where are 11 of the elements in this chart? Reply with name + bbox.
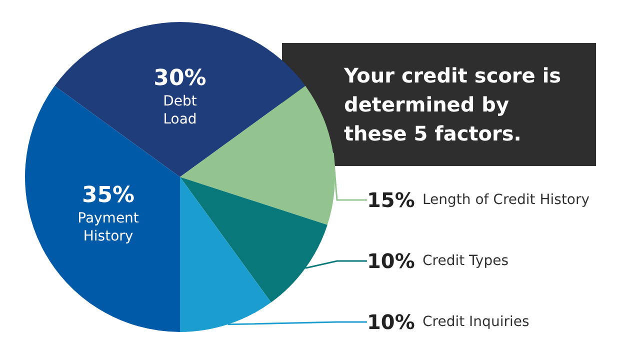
slice-label: Length of Credit History <box>422 192 590 208</box>
slice-label: Debt Load <box>163 94 198 128</box>
slice-label: Credit Types <box>422 253 509 269</box>
text: Your credit score is determined by these 5 factors. <box>343 64 568 146</box>
slice-label: Payment History <box>78 210 140 245</box>
data-label: 15% <box>367 188 415 212</box>
data-label: 30% <box>154 66 206 91</box>
data-label: 35% <box>82 183 135 208</box>
data-label: 10% <box>367 310 415 334</box>
data-label: 10% <box>367 249 415 273</box>
slice-label: Credit Inquiries <box>422 314 530 330</box>
